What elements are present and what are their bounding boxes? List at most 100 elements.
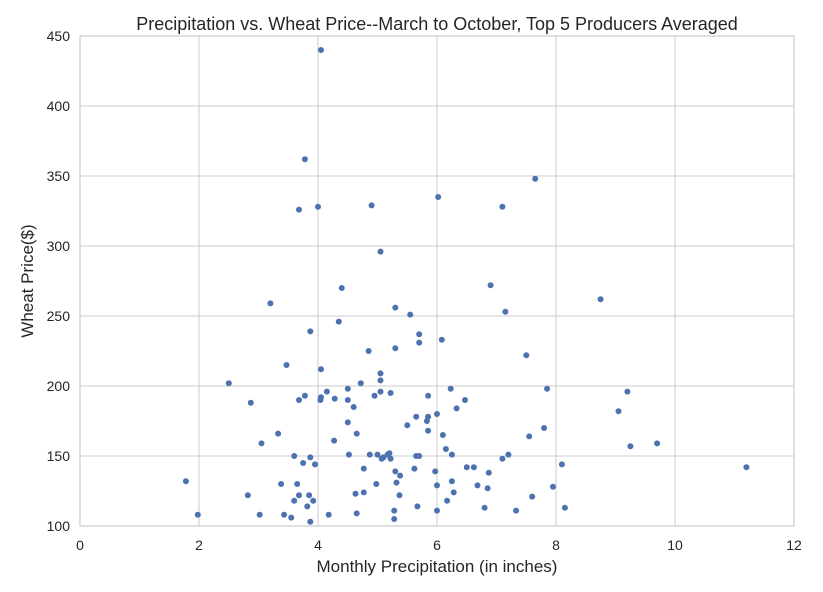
data-point (365, 348, 372, 354)
data-point (470, 464, 477, 471)
data-point (288, 514, 295, 521)
data-point (499, 455, 506, 462)
data-point (377, 388, 384, 395)
data-point (291, 453, 298, 459)
data-point (407, 311, 414, 318)
data-point (377, 370, 384, 377)
data-point (331, 395, 338, 402)
y-tick-label: 400 (47, 98, 71, 114)
data-point (529, 493, 536, 500)
data-point (502, 308, 509, 315)
data-point (244, 492, 251, 499)
data-point (323, 388, 330, 395)
data-point (318, 47, 324, 53)
data-point (296, 206, 302, 213)
data-point (278, 481, 285, 487)
data-point (416, 453, 423, 459)
y-tick-label: 150 (47, 448, 71, 464)
data-point (344, 419, 351, 426)
x-tick-label: 2 (195, 537, 203, 553)
x-tick-label: 10 (667, 537, 683, 553)
data-point (344, 397, 351, 403)
x-tick-label: 4 (314, 537, 322, 553)
data-point (416, 339, 423, 346)
data-point (225, 380, 232, 387)
data-point (357, 380, 364, 387)
data-point (544, 385, 551, 392)
data-point (439, 432, 446, 438)
data-point (296, 397, 302, 403)
data-point (414, 503, 421, 510)
x-tick-label: 8 (552, 537, 560, 553)
y-tick-label: 100 (47, 518, 71, 534)
data-point (448, 478, 455, 485)
data-point (423, 418, 430, 424)
x-tick-labels: 0 2 4 6 8 10 12 (76, 537, 802, 553)
x-tick-label: 6 (433, 537, 441, 553)
data-point (411, 465, 418, 472)
data-point (513, 507, 520, 514)
data-point (541, 425, 548, 431)
data-point (397, 472, 404, 479)
data-point (310, 497, 317, 504)
data-point (425, 427, 432, 434)
data-point (374, 451, 381, 458)
data-point (368, 202, 375, 209)
data-points (182, 47, 750, 525)
data-point (331, 437, 338, 444)
data-point (615, 408, 622, 415)
y-tick-labels: 100 150 200 250 300 350 400 450 (47, 28, 71, 534)
data-point (404, 422, 411, 429)
data-point (438, 336, 445, 343)
data-point (481, 504, 488, 511)
data-point (416, 331, 423, 338)
data-point (435, 194, 442, 200)
data-point (474, 482, 481, 489)
data-point (392, 468, 399, 475)
data-point (306, 492, 313, 499)
data-point (444, 497, 451, 504)
data-point (345, 451, 352, 458)
data-point (335, 318, 342, 325)
y-tick-label: 450 (47, 28, 71, 44)
data-point (267, 300, 274, 307)
data-point (275, 430, 282, 437)
data-point (307, 328, 314, 335)
data-point (484, 485, 491, 492)
data-point (360, 489, 367, 496)
data-point (387, 390, 394, 396)
data-point (325, 511, 332, 518)
data-point (317, 397, 324, 403)
data-point (353, 510, 360, 517)
data-point (373, 481, 380, 487)
data-point (550, 483, 556, 490)
data-point (391, 507, 398, 514)
data-point (360, 465, 367, 472)
data-point (523, 352, 530, 359)
data-point (350, 404, 357, 410)
data-point (377, 377, 384, 384)
data-point (448, 451, 455, 458)
data-point (256, 511, 263, 518)
data-point (247, 399, 254, 406)
data-point (378, 455, 385, 462)
data-point (627, 443, 634, 450)
data-point (463, 464, 470, 471)
data-point (386, 450, 393, 457)
data-point (318, 366, 324, 373)
data-point (434, 411, 440, 417)
data-point (300, 460, 307, 466)
data-point (396, 492, 403, 499)
data-point (597, 296, 604, 303)
data-point (283, 362, 290, 368)
y-tick-label: 200 (47, 378, 71, 394)
data-point (462, 397, 468, 403)
data-point (392, 304, 399, 311)
data-point (296, 492, 302, 499)
y-tick-label: 350 (47, 168, 71, 184)
y-tick-label: 300 (47, 238, 71, 254)
data-point (301, 156, 308, 163)
grid (80, 36, 794, 526)
data-point (338, 285, 345, 291)
